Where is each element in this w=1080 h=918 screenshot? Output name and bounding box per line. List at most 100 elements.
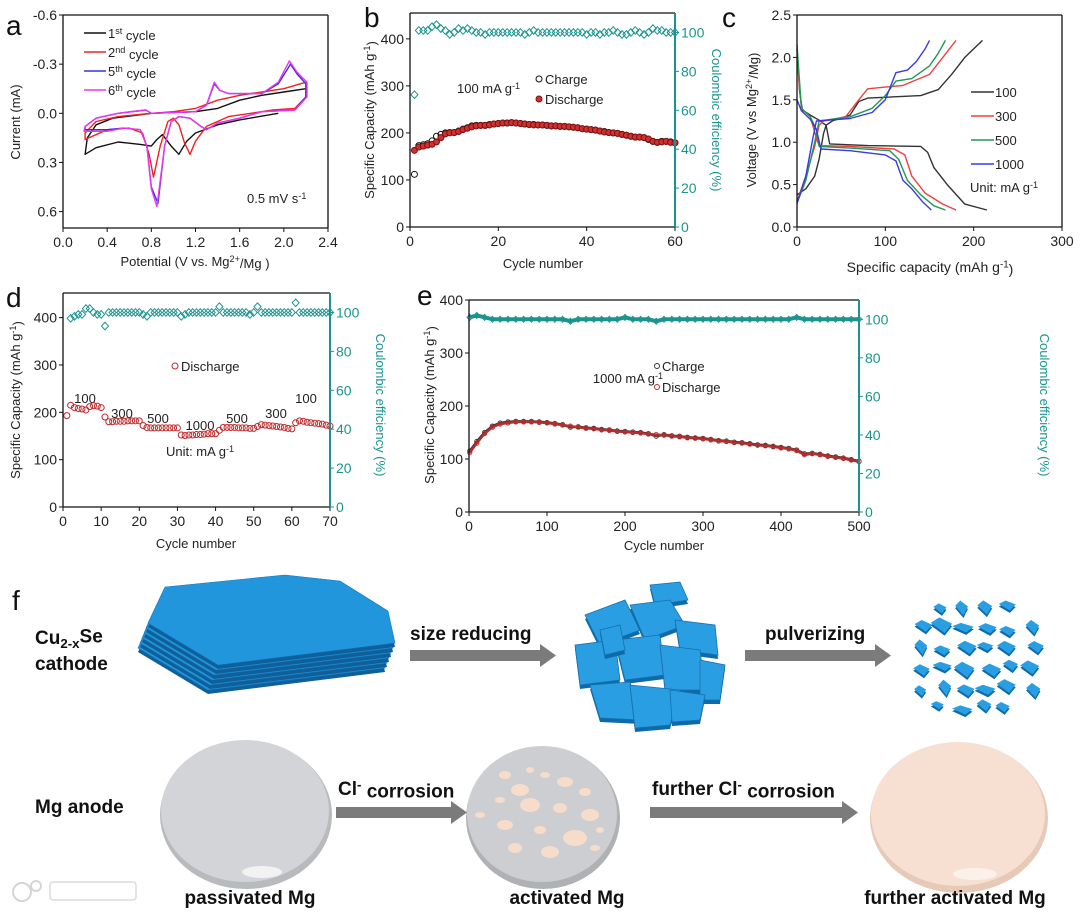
data-point [591, 27, 600, 37]
d-y2label: Coulombic efficiency (%) [373, 334, 388, 477]
data-point [567, 317, 574, 325]
cathode-label-2: cathode [35, 654, 108, 675]
y2-tick-label: 100 [865, 311, 889, 327]
activated-mg-disc [466, 746, 620, 889]
data-point [63, 412, 71, 420]
data-point [613, 27, 622, 37]
data-point [318, 307, 327, 317]
y-tick-label: 400 [34, 310, 58, 326]
x-tick-label: 10 [93, 513, 109, 529]
data-point [494, 27, 503, 37]
data-point [238, 307, 247, 317]
data-point [595, 29, 605, 39]
data-point [269, 422, 277, 430]
sheet-layer [147, 574, 396, 666]
fragment [659, 644, 706, 691]
chart-c: 0 100 200 300 0.0 0.5 1.0 1.5 2.0 2.5 [772, 7, 1074, 249]
data-point [645, 431, 652, 437]
y-tick-label: 0.5 [772, 177, 792, 193]
data-point [559, 315, 566, 324]
series-discharge [63, 401, 334, 440]
data-point [93, 402, 101, 410]
data-point [626, 27, 636, 37]
series-6-cycle [83, 60, 308, 208]
data-point [824, 315, 832, 324]
data-point [427, 22, 437, 32]
x-tick-label: 70 [322, 513, 338, 529]
data-point [112, 307, 121, 317]
data-point [74, 309, 83, 319]
y-tick-label: 200 [34, 404, 58, 420]
b-xlabel: Cycle number [503, 256, 584, 271]
data-point [467, 450, 473, 456]
data-point [676, 434, 683, 440]
particle [914, 639, 928, 655]
data-point [809, 451, 815, 457]
anode-label: Mg anode [35, 797, 124, 818]
data-point [538, 27, 547, 37]
series-coulombic-efficiency [66, 298, 335, 331]
corrosion-pit [511, 784, 529, 796]
particle [1026, 682, 1041, 698]
x-tick-label: 100 [874, 233, 898, 249]
data-point [314, 307, 323, 317]
state-passivated: passivated Mg [185, 888, 316, 909]
data-point [555, 27, 565, 37]
data-point [635, 27, 644, 37]
data-point [238, 424, 246, 432]
data-point [268, 307, 277, 317]
x-tick-label: 2.4 [318, 234, 338, 250]
e-legend-charge-marker [654, 363, 660, 369]
fragment [699, 659, 726, 701]
y-tick-label: 2.5 [772, 7, 792, 23]
x-tick-label: 1.2 [186, 234, 206, 250]
data-point [219, 307, 228, 317]
particle [932, 661, 952, 671]
data-point [660, 315, 668, 324]
data-point [265, 422, 273, 430]
data-point [840, 455, 847, 462]
series-line [796, 39, 957, 202]
step-size-reducing: size reducing [410, 624, 531, 645]
schematic: Cu2-xSe cathode size reducing pulverizin… [12, 574, 1048, 909]
data-point [177, 311, 186, 321]
data-point [529, 25, 538, 36]
y2-tick-label: 20 [336, 460, 352, 476]
x-tick-label: 40 [579, 233, 595, 249]
data-point [569, 27, 578, 37]
data-point [322, 307, 331, 317]
data-point [222, 307, 232, 317]
data-point [158, 424, 166, 432]
data-point [847, 315, 855, 324]
data-point [78, 405, 86, 413]
data-point [97, 404, 105, 412]
data-point [778, 445, 784, 451]
data-point [582, 29, 591, 39]
data-point [119, 307, 129, 317]
data-point [423, 25, 432, 36]
d-rate-labels: 100 300 500 1000 500 300 100 [74, 391, 317, 433]
data-point [543, 315, 551, 324]
data-point [528, 419, 535, 425]
data-point [574, 315, 582, 324]
y-tick-label: 100 [34, 452, 58, 468]
c-xlabel: Specific capacity (mAh g-1) [847, 259, 1014, 277]
data-point [104, 307, 113, 317]
data-point [146, 307, 155, 317]
y2-tick-label: 60 [865, 388, 881, 404]
data-point [497, 421, 503, 427]
data-point [90, 402, 98, 410]
data-point [754, 315, 761, 324]
data-point [432, 20, 441, 30]
data-point [273, 423, 281, 431]
data-point [196, 307, 205, 317]
y2-tick-label: 80 [681, 63, 697, 79]
data-point [785, 315, 793, 324]
particle [930, 701, 944, 710]
data-point [161, 307, 171, 317]
cathode-label: Cu2-xSe [35, 626, 103, 651]
data-point [199, 307, 209, 317]
data-point [552, 421, 558, 427]
data-point [180, 309, 190, 319]
data-point [284, 424, 292, 432]
